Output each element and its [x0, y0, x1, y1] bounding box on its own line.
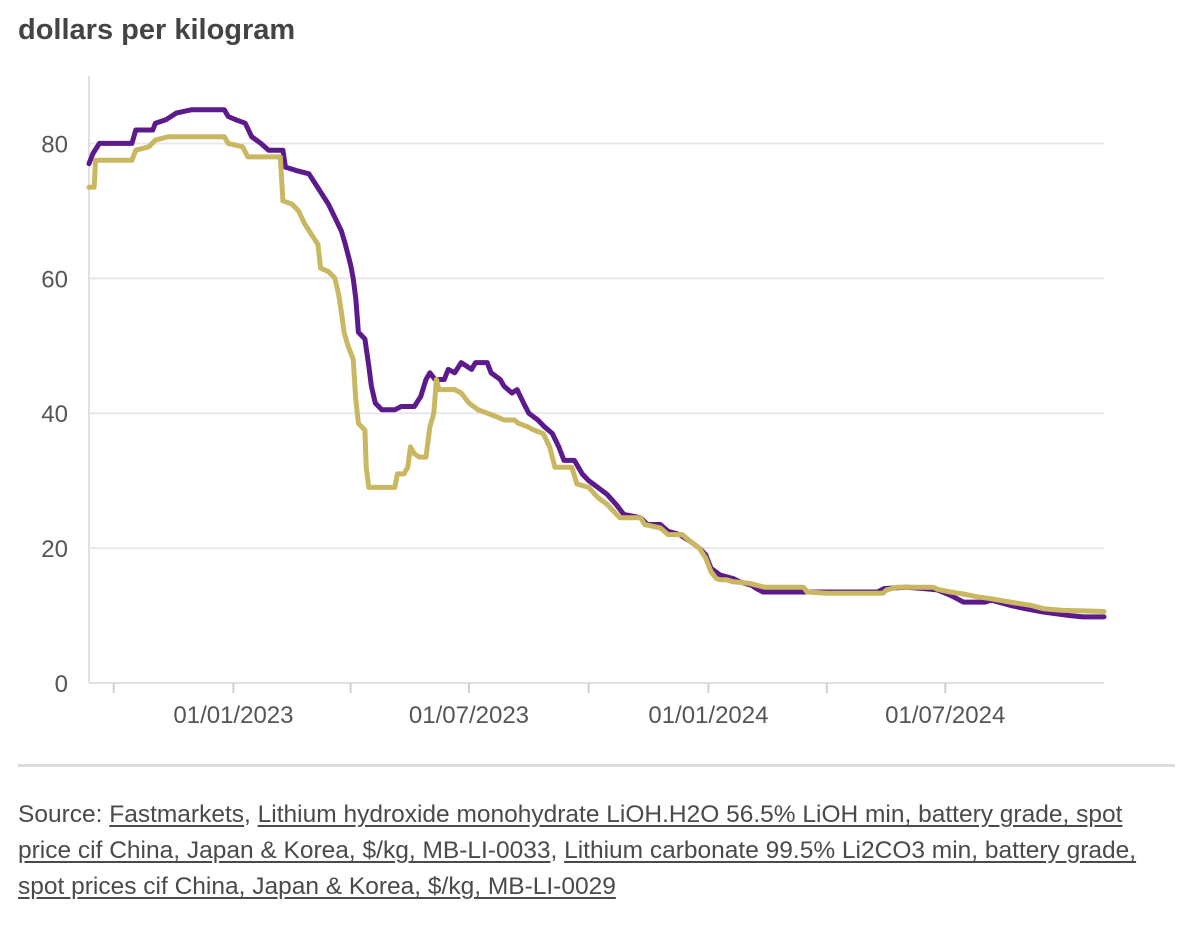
series-line-2: [86, 134, 1107, 614]
x-tick-label: 01/01/2023: [173, 702, 293, 729]
y-tick-label: 0: [55, 671, 68, 698]
x-tick-label: 01/07/2023: [409, 702, 529, 729]
divider: [18, 764, 1175, 767]
y-tick-label: 20: [41, 536, 68, 563]
x-tick-label: 01/07/2024: [885, 702, 1005, 729]
series-line-1: [86, 107, 1107, 620]
source-link-fastmarkets[interactable]: Fastmarkets: [109, 801, 245, 828]
source-prefix: Source:: [18, 801, 110, 828]
y-tick-label: 60: [41, 266, 68, 293]
line-chart: 0 20 40 60 80 01/01/2023 01/07/2023 01/01/2024 0…: [41, 76, 1107, 729]
x-tick-label: 01/01/2024: [648, 702, 768, 729]
y-axis-label: dollars per kilogram: [18, 14, 296, 46]
source-link-lithium-hydroxide[interactable]: Lithium hydroxide monohydrate LiOH.H2O 5…: [18, 801, 1123, 864]
source-note: Source: Fastmarkets, Lithium hydroxide m…: [18, 801, 1137, 900]
y-tick-label: 80: [41, 131, 68, 158]
y-tick-label: 40: [41, 401, 68, 428]
source-link-lithium-carbonate[interactable]: Lithium carbonate 99.5% Li2CO3 min, batt…: [18, 837, 1137, 900]
